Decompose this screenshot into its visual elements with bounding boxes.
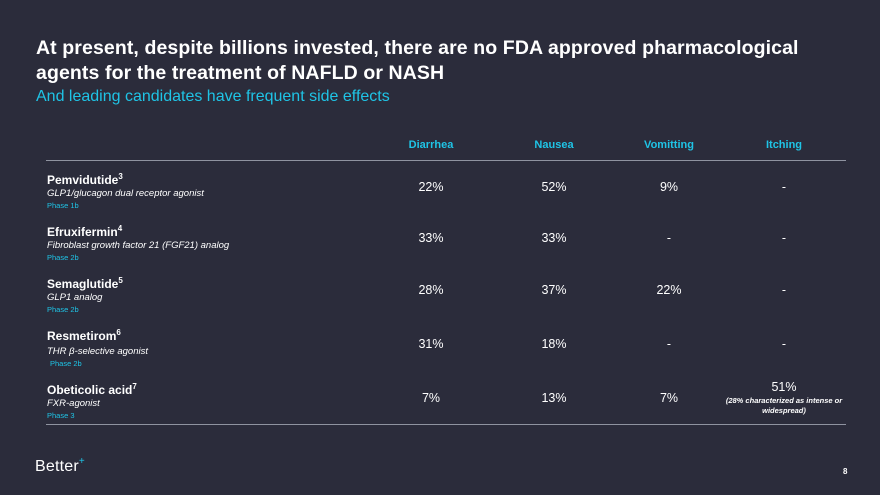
drug-name: Resmetirom	[47, 329, 117, 343]
drug-phase: Phase 2b	[47, 305, 79, 314]
drug-info: Obeticolic acid7 FXR-agonist Phase 3	[47, 379, 137, 421]
logo-text: Better	[35, 458, 79, 475]
cell-itching-value: 51%	[771, 380, 797, 394]
cell-diarrhea: 22%	[418, 180, 444, 194]
slide-subtitle: And leading candidates have frequent sid…	[36, 88, 390, 105]
reference-number: 4	[117, 224, 123, 233]
brand-logo: Better+	[35, 456, 85, 476]
cell-diarrhea: 33%	[418, 231, 444, 245]
drug-name: Obeticolic acid	[47, 383, 133, 397]
cell-vomitting: 9%	[659, 180, 679, 194]
table-row: Obeticolic acid7 FXR-agonist Phase 3 7% …	[0, 379, 880, 433]
cell-itching: -	[781, 283, 787, 297]
cell-vomitting: 7%	[659, 391, 679, 405]
cell-diarrhea: 28%	[418, 283, 444, 297]
cell-nausea: 33%	[541, 231, 567, 245]
column-header-vomitting: Vomitting	[644, 139, 694, 151]
drug-info: Efruxifermin4 Fibroblast growth factor 2…	[47, 221, 229, 263]
table-header-divider	[46, 160, 846, 161]
page-number: 8	[843, 467, 848, 476]
drug-name: Efruxifermin	[47, 225, 118, 239]
drug-name: Semaglutide	[47, 277, 119, 291]
drug-phase: Phase 1b	[47, 201, 79, 210]
drug-description: Fibroblast growth factor 21 (FGF21) anal…	[47, 240, 230, 251]
reference-number: 6	[116, 328, 121, 337]
drug-phase: Phase 2b	[47, 253, 79, 262]
drug-description: FXR-agonist	[47, 398, 100, 409]
reference-number: 7	[132, 382, 137, 391]
cell-itching: -	[781, 180, 787, 194]
column-header-nausea: Nausea	[534, 139, 574, 151]
table-row: Pemvidutide3 GLP1/glucagon dual receptor…	[0, 169, 880, 223]
cell-nausea: 52%	[541, 180, 567, 194]
cell-diarrhea: 31%	[418, 337, 444, 351]
table-row: Resmetirom6 THR β-selective agonist Phas…	[0, 325, 880, 379]
cell-nausea: 18%	[541, 337, 567, 351]
drug-info: Pemvidutide3 GLP1/glucagon dual receptor…	[47, 169, 204, 211]
cell-nausea: 13%	[541, 391, 567, 405]
column-header-diarrhea: Diarrhea	[408, 139, 454, 151]
cell-nausea: 37%	[541, 283, 567, 297]
cell-itching: 51% (28% characterized as intense or wid…	[724, 380, 844, 416]
cell-vomitting: -	[666, 231, 672, 245]
table-row: Efruxifermin4 Fibroblast growth factor 2…	[0, 221, 880, 275]
cell-vomitting: 22%	[656, 283, 682, 297]
drug-name: Pemvidutide	[47, 173, 119, 187]
reference-number: 5	[118, 276, 123, 285]
logo-plus-icon: +	[78, 456, 85, 467]
drug-info: Semaglutide5 GLP1 analog Phase 2b	[47, 273, 123, 315]
cell-itching: -	[781, 231, 787, 245]
table-row: Semaglutide5 GLP1 analog Phase 2b 28% 37…	[0, 273, 880, 327]
reference-number: 3	[118, 172, 123, 181]
column-header-itching: Itching	[765, 139, 803, 151]
cell-diarrhea: 7%	[421, 391, 441, 405]
drug-phase: Phase 2b	[50, 359, 82, 368]
drug-description: GLP1/glucagon dual receptor agonist	[47, 188, 204, 199]
drug-description: THR β-selective agonist	[47, 346, 148, 357]
cell-vomitting: -	[666, 337, 672, 351]
cell-itching-note: (28% characterized as intense or widespr…	[725, 396, 843, 415]
drug-description: GLP1 analog	[47, 292, 103, 303]
slide-title: At present, despite billions invested, t…	[36, 37, 799, 84]
cell-itching: -	[781, 337, 787, 351]
drug-info: Resmetirom6 THR β-selective agonist Phas…	[47, 325, 148, 369]
drug-phase: Phase 3	[47, 411, 75, 420]
table-bottom-divider	[46, 424, 846, 425]
